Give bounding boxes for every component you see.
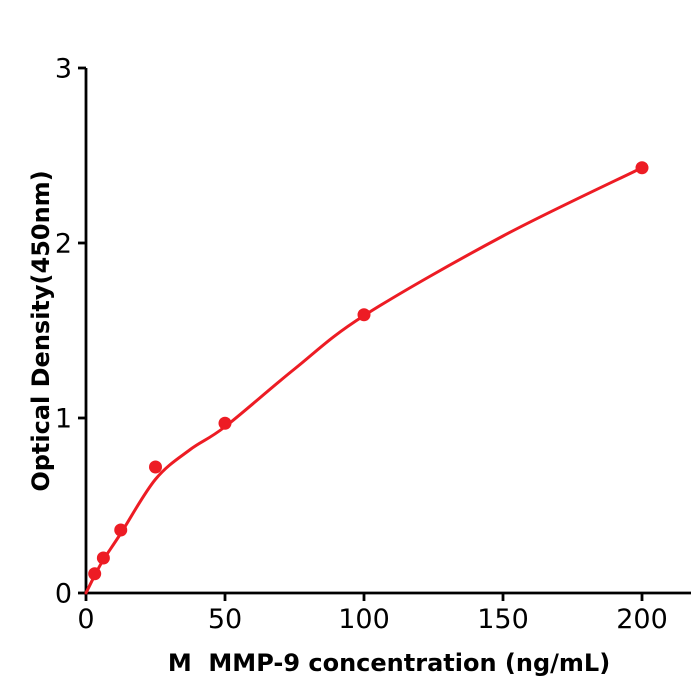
data-point bbox=[96, 551, 110, 565]
x-tick-label: 200 bbox=[616, 604, 668, 635]
x-tick-label: 50 bbox=[208, 604, 242, 635]
data-point bbox=[357, 308, 371, 322]
fit-curve bbox=[84, 166, 644, 595]
data-point bbox=[114, 523, 128, 537]
data-point bbox=[88, 567, 102, 581]
x-axis-title: M MMP-9 concentration (ng/mL) bbox=[167, 649, 611, 677]
x-tick-label: 150 bbox=[477, 604, 529, 635]
y-tick-label: 0 bbox=[55, 579, 72, 610]
data-point bbox=[218, 416, 232, 430]
data-point bbox=[149, 460, 162, 474]
y-tick-label: 1 bbox=[55, 404, 72, 435]
x-tick-label: 0 bbox=[77, 604, 94, 635]
x-tick-label: 100 bbox=[338, 604, 390, 635]
y-tick-label: 2 bbox=[55, 229, 72, 260]
y-axis-title: Optical Density(450nm) bbox=[27, 170, 55, 492]
y-tick-label: 3 bbox=[55, 54, 72, 85]
data-point bbox=[635, 161, 649, 175]
